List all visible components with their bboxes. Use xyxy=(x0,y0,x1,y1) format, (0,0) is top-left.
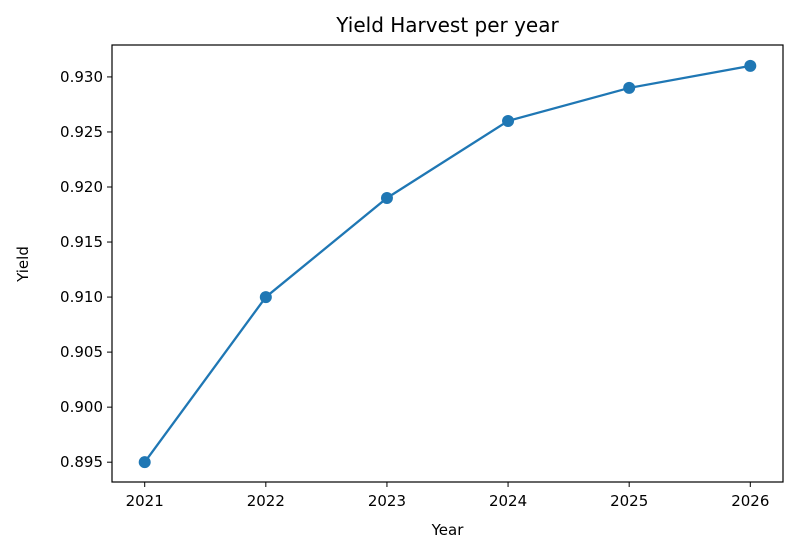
data-point xyxy=(138,456,151,469)
x-tick-label: 2023 xyxy=(368,492,406,510)
y-tick-label: 0.895 xyxy=(60,453,103,471)
y-tick-label: 0.915 xyxy=(60,233,103,251)
data-point xyxy=(623,81,636,94)
data-point xyxy=(380,192,393,205)
x-axis-label: Year xyxy=(431,521,465,539)
chart-title: Yield Harvest per year xyxy=(335,13,559,37)
x-tick-label: 2021 xyxy=(126,492,164,510)
y-axis-label: Yield xyxy=(14,246,32,283)
y-axis-ticks: 0.895 0.900 0.905 0.910 0.915 0.920 0.925 0.930 xyxy=(60,68,112,471)
x-tick-label: 2024 xyxy=(489,492,527,510)
x-axis-ticks: 2021 2022 2023 2024 2025 2026 xyxy=(126,482,769,510)
data-point xyxy=(502,114,515,127)
y-tick-label: 0.925 xyxy=(60,123,103,141)
series-layer xyxy=(138,59,757,469)
series-line xyxy=(143,64,751,463)
y-tick-label: 0.910 xyxy=(60,288,103,306)
data-point xyxy=(259,291,272,304)
x-tick-label: 2022 xyxy=(247,492,285,510)
x-tick-label: 2026 xyxy=(731,492,769,510)
plot-area-frame xyxy=(111,44,784,483)
y-tick-label: 0.930 xyxy=(60,68,103,86)
y-tick-label: 0.905 xyxy=(60,343,103,361)
y-tick-label: 0.920 xyxy=(60,178,103,196)
data-point xyxy=(744,59,757,72)
y-tick-label: 0.900 xyxy=(60,398,103,416)
x-tick-label: 2025 xyxy=(610,492,648,510)
